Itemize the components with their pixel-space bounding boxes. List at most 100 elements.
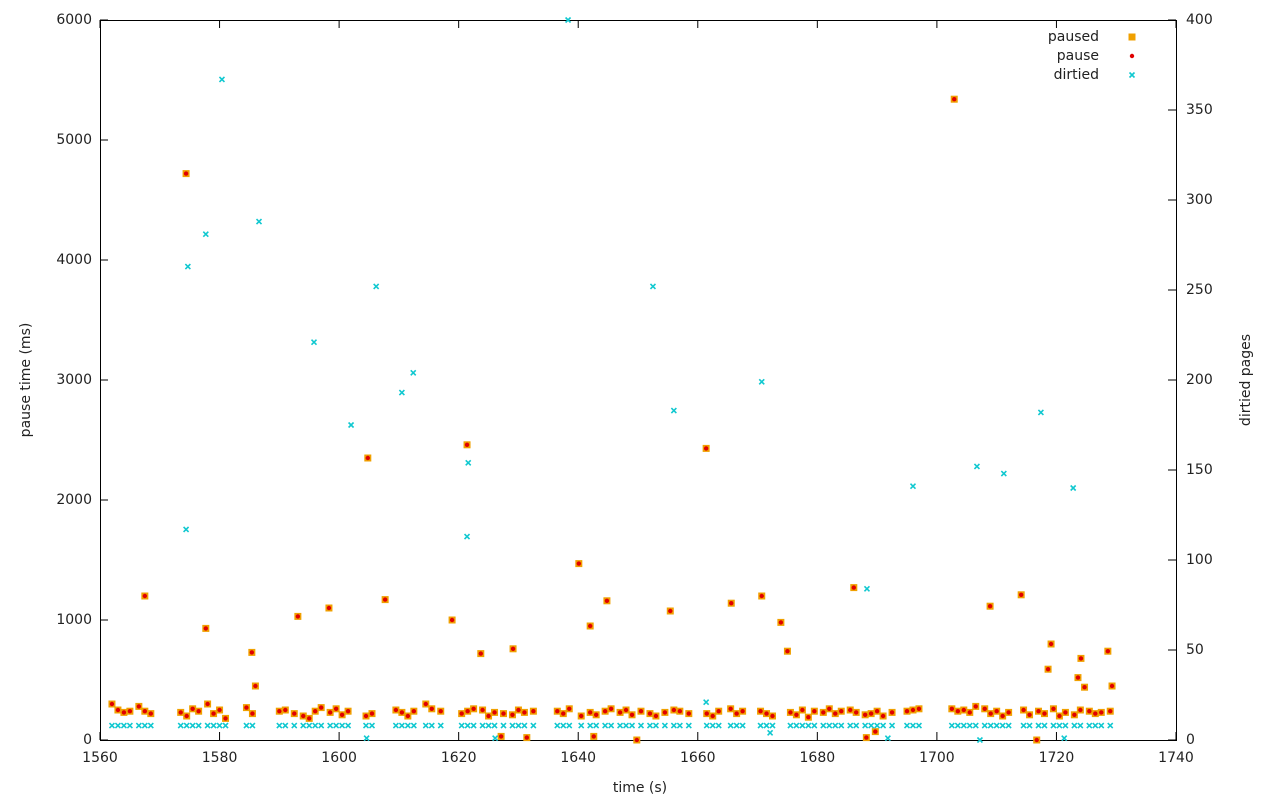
point — [115, 707, 121, 713]
point — [1027, 712, 1032, 717]
point — [1018, 592, 1024, 597]
point — [668, 608, 673, 614]
point — [277, 709, 282, 714]
y2-tick-label: 250 — [1186, 282, 1213, 298]
point — [759, 593, 764, 599]
y-tick-label: 2000 — [56, 492, 92, 508]
point — [763, 722, 770, 729]
point — [767, 729, 774, 736]
point — [567, 706, 572, 711]
point — [333, 706, 339, 711]
point — [880, 713, 886, 719]
point — [218, 76, 226, 83]
point — [647, 711, 653, 716]
y2-tick-label: 0 — [1186, 732, 1195, 748]
point — [703, 722, 710, 729]
point — [677, 709, 683, 714]
point — [120, 722, 127, 729]
point — [327, 722, 334, 729]
point — [832, 722, 839, 729]
point — [793, 722, 800, 729]
point — [368, 722, 376, 729]
point — [739, 722, 746, 729]
point — [393, 707, 399, 713]
y-tick-label: 4000 — [56, 252, 92, 268]
point — [874, 722, 881, 729]
point — [593, 712, 599, 717]
point — [703, 699, 710, 706]
point — [853, 710, 859, 715]
point — [734, 711, 739, 716]
point — [292, 711, 297, 716]
x-tick-label: 1600 — [321, 750, 357, 766]
point — [312, 722, 319, 729]
point — [480, 707, 485, 713]
point — [184, 713, 189, 719]
point — [398, 389, 405, 396]
point — [189, 722, 196, 729]
point — [183, 171, 189, 176]
point — [873, 729, 878, 734]
point — [1075, 675, 1081, 680]
point — [952, 97, 957, 102]
point — [617, 710, 623, 715]
point — [764, 711, 769, 716]
point — [833, 711, 838, 716]
point — [671, 707, 677, 713]
point — [205, 701, 210, 707]
point — [465, 459, 472, 466]
point — [1071, 722, 1078, 729]
point — [300, 722, 307, 729]
point — [604, 598, 610, 603]
point — [973, 463, 981, 470]
point — [1093, 711, 1098, 716]
point — [826, 722, 833, 729]
y2-tick-label: 300 — [1186, 192, 1213, 208]
point — [787, 722, 794, 729]
point — [716, 709, 721, 714]
point — [778, 620, 784, 625]
point — [788, 710, 793, 715]
point — [428, 722, 435, 729]
point — [249, 722, 256, 729]
point — [1021, 707, 1026, 713]
point — [1087, 709, 1092, 714]
point — [622, 722, 630, 729]
point — [954, 722, 961, 729]
point — [1034, 737, 1039, 743]
point — [862, 722, 869, 729]
point — [868, 722, 875, 729]
point — [1057, 713, 1062, 719]
point — [915, 722, 923, 729]
point — [1078, 707, 1083, 713]
point — [638, 709, 644, 714]
point — [909, 722, 917, 729]
point — [491, 722, 498, 729]
point — [561, 711, 566, 716]
point — [591, 734, 596, 739]
point — [148, 711, 154, 716]
point — [662, 710, 668, 715]
point — [318, 705, 324, 710]
point — [988, 711, 993, 716]
point — [485, 722, 492, 729]
point — [758, 709, 763, 714]
point — [966, 722, 973, 729]
y2-tick-label: 150 — [1186, 462, 1213, 478]
point — [1109, 683, 1115, 689]
point — [910, 707, 916, 713]
point — [961, 707, 966, 713]
point — [799, 722, 806, 729]
point — [710, 713, 715, 719]
point — [373, 283, 380, 290]
point — [141, 722, 148, 729]
point — [464, 722, 471, 729]
point — [1036, 709, 1041, 714]
point — [848, 707, 853, 713]
point — [1037, 409, 1044, 416]
point — [255, 218, 263, 225]
point — [560, 722, 567, 729]
point — [811, 722, 818, 729]
point — [310, 339, 318, 346]
